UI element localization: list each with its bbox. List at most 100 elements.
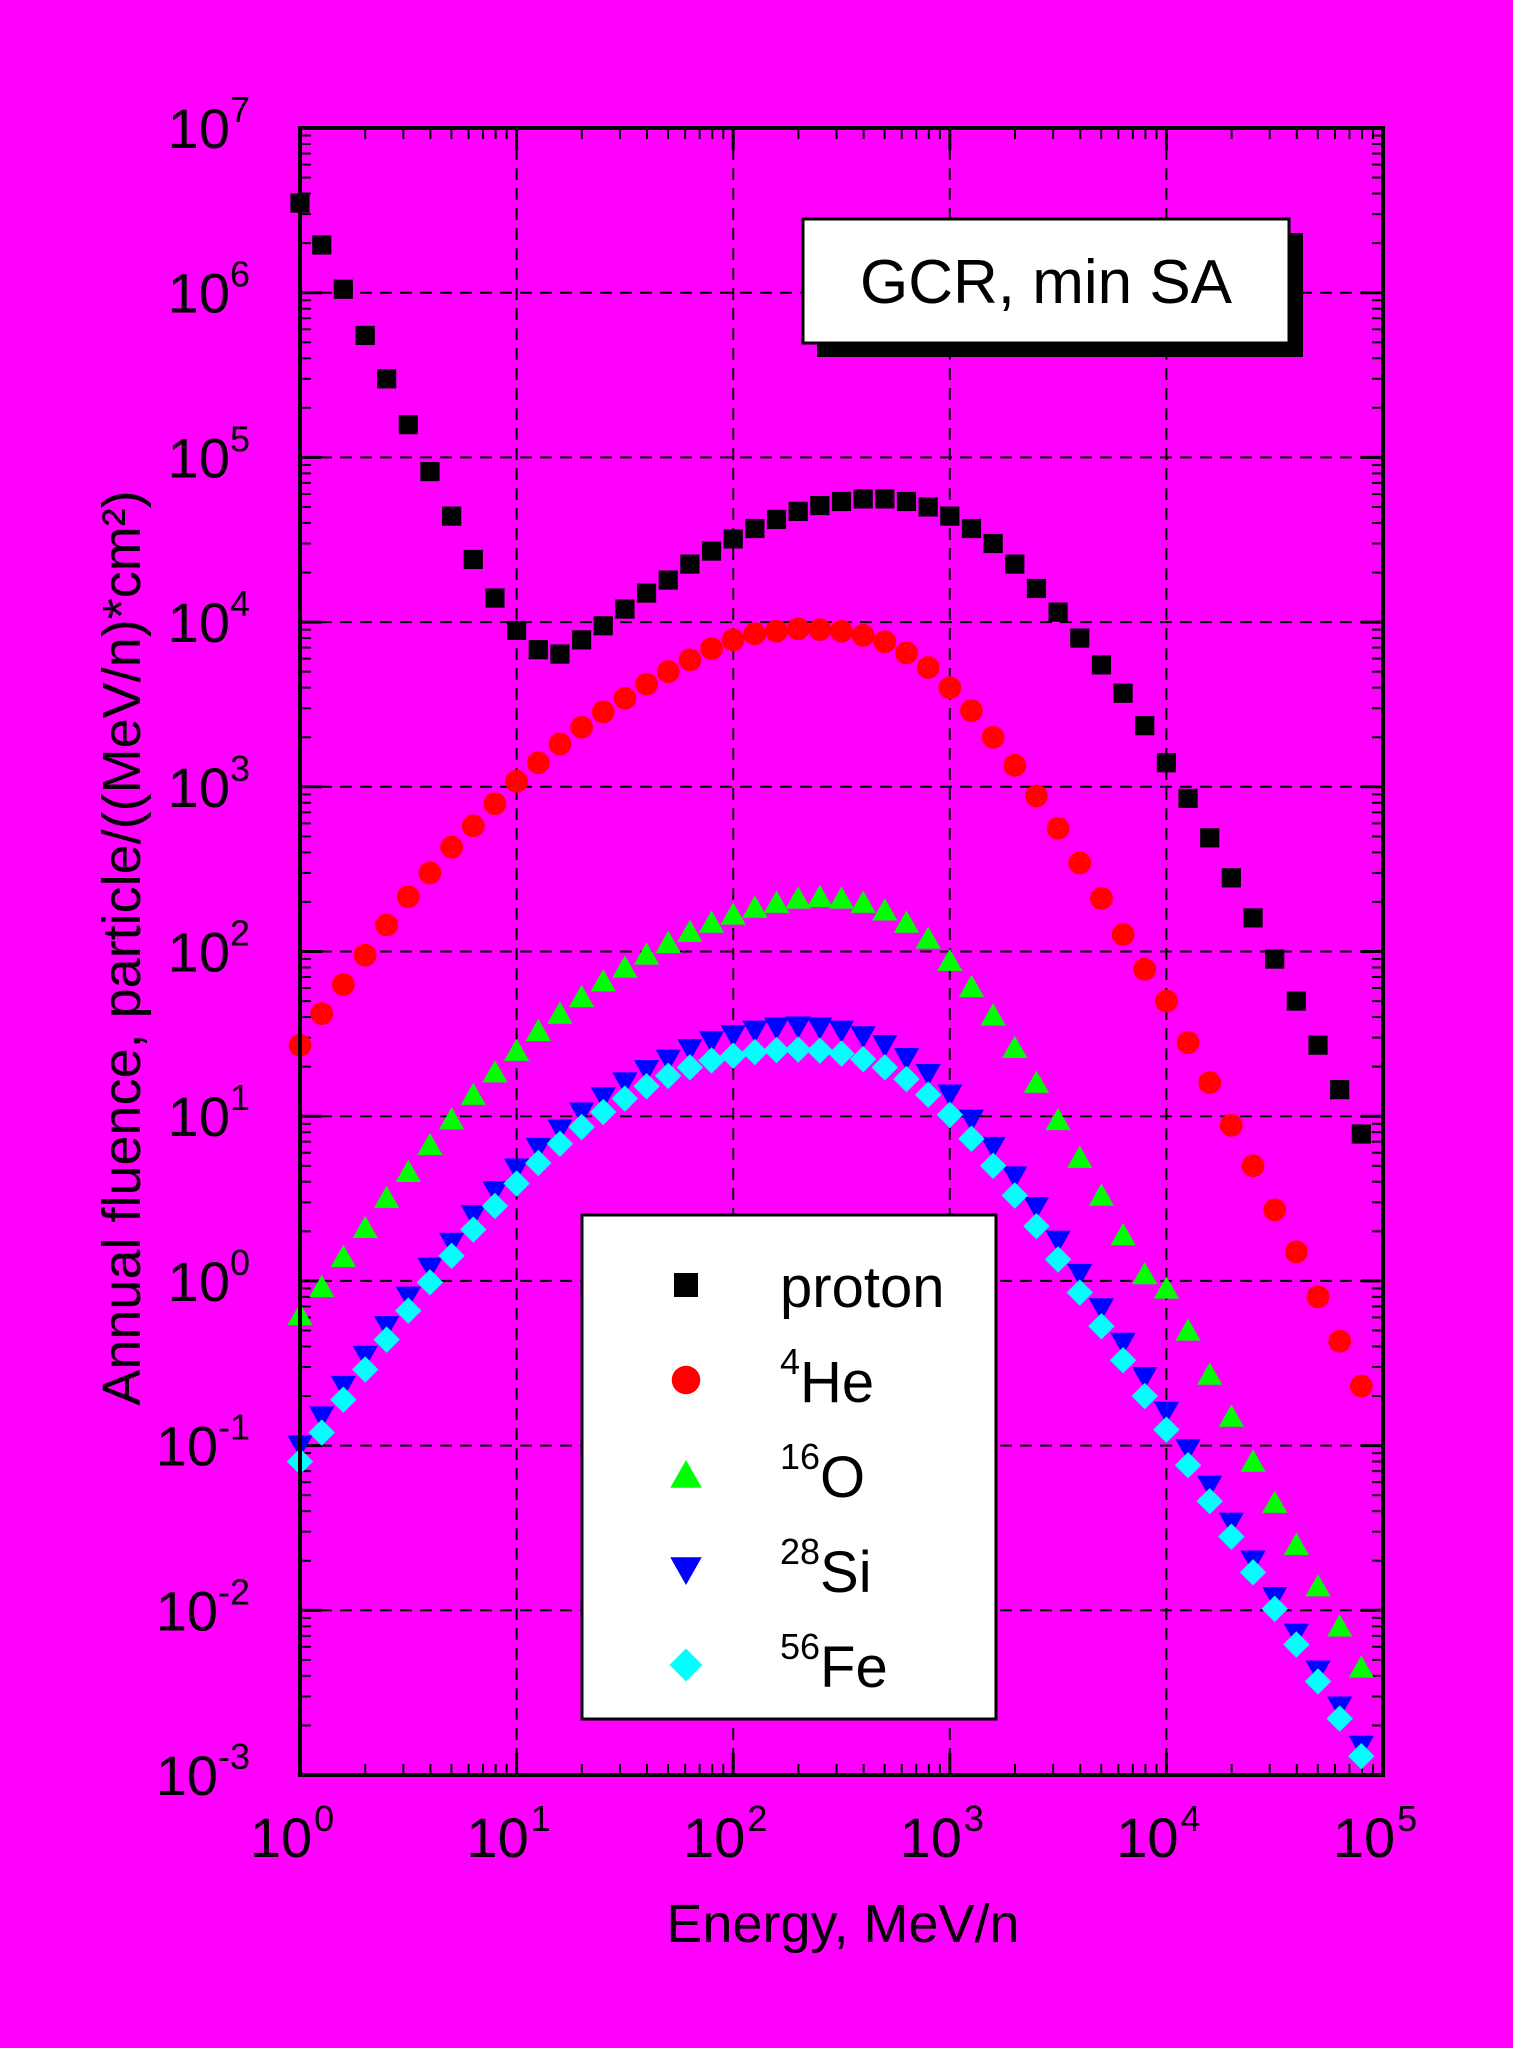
proton-point — [940, 506, 960, 526]
series-16O — [287, 884, 1374, 1678]
annotation-frame — [801, 217, 1291, 345]
proton-point — [1286, 991, 1306, 1011]
y-tick-exponent: 1 — [230, 1077, 250, 1118]
legend-marker-16O — [670, 1460, 702, 1488]
proton-point — [1351, 1124, 1371, 1144]
16O-point — [1153, 1276, 1179, 1299]
56Fe-point — [1239, 1559, 1267, 1586]
56Fe-point — [849, 1045, 877, 1073]
16O-point — [850, 890, 876, 913]
proton-point — [1243, 908, 1263, 928]
4He-point — [440, 835, 464, 859]
4He-point — [743, 622, 767, 646]
28Si-point — [958, 1109, 985, 1132]
28Si-point — [568, 1102, 595, 1125]
28Si-point — [547, 1119, 573, 1142]
28Si-point — [504, 1158, 530, 1181]
56Fe-point — [958, 1125, 985, 1152]
legend-label-symbol: He — [800, 1350, 874, 1415]
proton-point — [723, 529, 743, 549]
56Fe-point — [1131, 1382, 1158, 1410]
28Si-point — [872, 1034, 898, 1058]
16O-point — [1283, 1532, 1309, 1555]
4He-point — [1111, 923, 1135, 946]
4He-point — [938, 676, 962, 700]
16O-point — [785, 886, 811, 909]
proton-point — [550, 644, 570, 664]
plot-frame — [298, 126, 1385, 1777]
56Fe-point — [330, 1386, 357, 1413]
28Si-point — [1175, 1439, 1201, 1462]
proton-point — [1135, 716, 1155, 736]
data-points — [286, 193, 1375, 1770]
proton-point — [1048, 602, 1068, 622]
proton-point — [593, 616, 613, 636]
28Si-point — [1002, 1166, 1028, 1189]
16O-point — [1348, 1655, 1374, 1678]
x-axis-label: Energy, MeV/n — [666, 1894, 1019, 1954]
4He-point — [1241, 1154, 1265, 1178]
x-tick-label: 102 — [683, 1798, 767, 1869]
4He-point — [895, 641, 918, 665]
proton-point — [398, 415, 418, 435]
proton-point — [507, 620, 527, 641]
16O-point — [958, 974, 985, 998]
28Si-point — [850, 1026, 876, 1049]
proton-point — [701, 541, 722, 561]
16O-point — [720, 902, 746, 925]
4He-point — [960, 699, 983, 723]
4He-point — [873, 630, 897, 654]
28Si-point — [417, 1257, 443, 1280]
4He-point — [1133, 957, 1157, 981]
28Si-point — [1132, 1367, 1158, 1390]
56Fe-point — [1348, 1743, 1375, 1770]
56Fe-point — [720, 1042, 747, 1069]
proton-point — [831, 491, 852, 512]
4He-point — [1155, 989, 1178, 1013]
y-tick-exponent: 5 — [230, 418, 250, 459]
proton-point — [810, 495, 830, 516]
56Fe-point — [763, 1036, 790, 1064]
28Si-point — [633, 1060, 660, 1083]
56Fe-point — [633, 1073, 660, 1100]
legend-label-superscript: 16 — [780, 1436, 820, 1477]
28Si-point — [677, 1039, 703, 1062]
4He-point — [1284, 1240, 1308, 1264]
proton-point — [1330, 1080, 1350, 1100]
16O-point — [1175, 1318, 1201, 1341]
28Si-point — [828, 1020, 855, 1043]
56Fe-point — [1196, 1487, 1223, 1515]
x-tick-exponent: 4 — [1181, 1798, 1201, 1839]
4He-point — [1198, 1071, 1222, 1094]
56Fe-point — [741, 1038, 769, 1066]
28Si-point — [590, 1087, 616, 1110]
4He-point — [1025, 784, 1048, 808]
16O-point — [525, 1018, 551, 1042]
56Fe-point — [1304, 1668, 1332, 1695]
16O-point — [1240, 1449, 1266, 1472]
16O-point — [1067, 1145, 1093, 1168]
16O-point — [395, 1159, 421, 1182]
16O-point — [439, 1107, 465, 1130]
proton-point — [896, 491, 917, 512]
16O-point — [309, 1274, 335, 1298]
56Fe-point — [352, 1356, 379, 1383]
4He-point — [916, 656, 940, 679]
4He-point — [808, 618, 832, 642]
legend-marker-56Fe — [669, 1648, 703, 1682]
16O-point — [568, 984, 595, 1008]
56Fe-point — [1261, 1595, 1288, 1623]
proton-point — [1265, 949, 1285, 969]
28Si-point — [1197, 1475, 1223, 1498]
y-tick-exponent: -2 — [218, 1571, 250, 1612]
4He-point — [548, 732, 572, 756]
series-4He — [288, 617, 1373, 1398]
4He-point — [786, 617, 810, 641]
28Si-point — [482, 1181, 508, 1204]
28Si-point — [980, 1136, 1006, 1160]
proton-point — [1178, 788, 1198, 809]
legend-marker-28Si — [670, 1557, 702, 1585]
56Fe-point — [438, 1242, 465, 1270]
16O-point — [655, 930, 681, 953]
16O-point — [460, 1082, 486, 1105]
